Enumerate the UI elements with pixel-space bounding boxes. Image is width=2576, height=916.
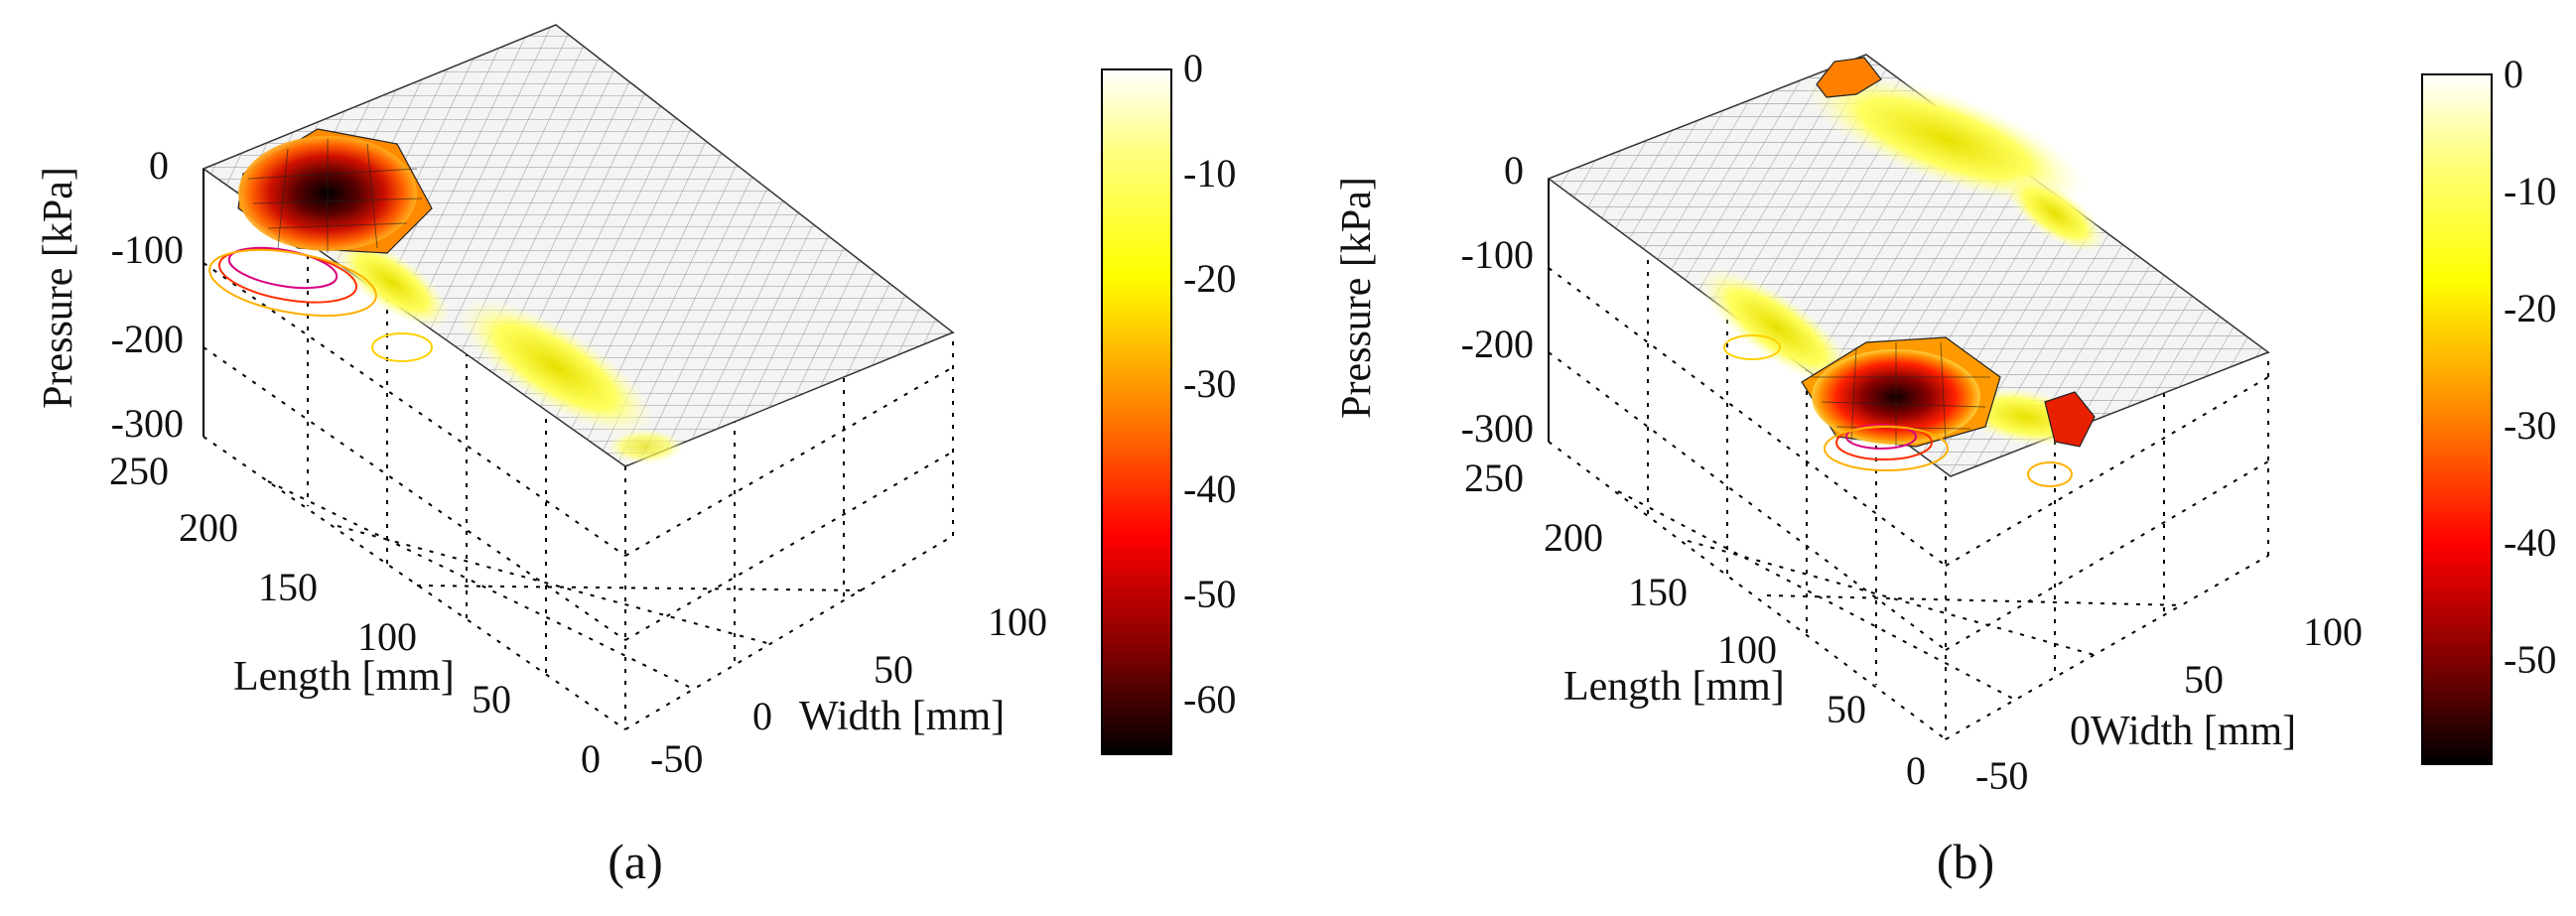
edge-depression-b <box>2044 391 2096 448</box>
x-tick-a-50: 50 <box>874 647 913 692</box>
y-tick-b-0: 0 <box>1906 748 1926 793</box>
colorbar-tick-a-5: -50 <box>1183 572 1236 616</box>
x-tick-b-0: 0 <box>2070 709 2091 754</box>
colorbar-tick-a-4: -40 <box>1183 466 1236 511</box>
colorbar-ticks-a: 0 -10 -20 -30 -40 -50 -60 <box>1183 46 1236 721</box>
panel-a: 0 -100 -200 -300 Pressure [kPa] 250 200 … <box>36 24 1236 889</box>
x-tick-b-m50: -50 <box>1975 753 2028 798</box>
y-tick-b-50: 50 <box>1827 687 1866 731</box>
x-tick-b-100: 100 <box>2303 609 2363 654</box>
y-tick-b-250: 250 <box>1464 456 1524 500</box>
colorbar-tick-b-3: -30 <box>2504 403 2556 448</box>
depression-mesh-a <box>247 139 423 253</box>
z-axis-label-b: Pressure [kPa] <box>1334 177 1380 419</box>
z-tick-a-0: 0 <box>149 143 169 188</box>
shallow-trough-b3 <box>1697 267 1856 388</box>
x-axis-label-b-text: Width [mm] <box>2091 709 2296 754</box>
raised-edge-b <box>1816 57 1882 98</box>
x-tick-b-50: 50 <box>2184 657 2224 702</box>
colorbar-tick-b-0: 0 <box>2504 52 2523 96</box>
x-tick-a-0: 0 <box>752 694 772 738</box>
y-tick-b-100: 100 <box>1717 627 1777 672</box>
colorbar-tick-a-3: -30 <box>1183 361 1236 406</box>
y-tick-a-50: 50 <box>472 677 511 721</box>
x-tick-a-100: 100 <box>988 599 1047 644</box>
z-tick-b-1: -100 <box>1461 232 1534 277</box>
contours-a <box>208 246 433 362</box>
y-tick-a-250: 250 <box>109 449 169 493</box>
y-axis-label-b: Length [mm] <box>1563 664 1785 710</box>
y-tick-a-200: 200 <box>179 505 238 550</box>
colorbar-tick-b-4: -40 <box>2504 520 2556 565</box>
y-tick-b-150: 150 <box>1628 570 1688 614</box>
z-tick-b-0: 0 <box>1504 148 1524 193</box>
panel-label-a: (a) <box>608 834 663 889</box>
y-tick-b-200: 200 <box>1544 515 1603 560</box>
shallow-trough-a2 <box>333 236 452 329</box>
y-tick-a-150: 150 <box>258 565 318 609</box>
z-tick-b-3: -300 <box>1461 406 1534 451</box>
contours-b <box>1723 334 2073 487</box>
x-axis-label-a: Width [mm] <box>799 694 1005 739</box>
z-tick-b-2: -200 <box>1461 322 1534 366</box>
x-axis-label-b: 0Width [mm] <box>2070 709 2296 754</box>
colorbar-tick-b-5: -50 <box>2504 637 2556 682</box>
shallow-trough-b1 <box>1805 72 2087 205</box>
panel-label-b: (b) <box>1937 834 1994 889</box>
colorbar-tick-a-6: -60 <box>1183 677 1236 721</box>
colorbar-b <box>2421 73 2493 765</box>
colorbar-tick-a-1: -10 <box>1183 151 1236 196</box>
z-tick-a-2: -200 <box>111 317 184 361</box>
shallow-trough-b2 <box>2003 173 2106 254</box>
surface-mesh-b <box>1549 55 2268 476</box>
y-tick-a-0: 0 <box>581 736 601 781</box>
grid-a <box>203 243 954 730</box>
z-tick-a-3: -300 <box>111 401 184 446</box>
surface-mesh-a <box>203 25 953 466</box>
grid-b <box>1548 248 2269 740</box>
colorbar-tick-a-2: -20 <box>1183 256 1236 301</box>
y-axis-label-a: Length [mm] <box>233 654 455 700</box>
colorbar-a <box>1101 68 1172 755</box>
y-tick-a-100: 100 <box>357 614 417 659</box>
x-tick-a-m50: -50 <box>650 736 703 781</box>
shallow-trough-a3 <box>606 429 685 464</box>
z-axis-label-a: Pressure [kPa] <box>36 167 81 409</box>
shallow-trough-a1 <box>457 298 655 437</box>
z-tick-a-1: -100 <box>111 227 184 272</box>
colorbar-tick-b-1: -10 <box>2504 169 2556 213</box>
colorbar-ticks-b: 0 -10 -20 -30 -40 -50 <box>2504 52 2556 682</box>
panel-b: 0 -100 -200 -300 Pressure [kPa] 250 200 … <box>1334 52 2556 889</box>
colorbar-tick-a-0: 0 <box>1183 46 1203 90</box>
colorbar-tick-b-2: -20 <box>2504 286 2556 330</box>
